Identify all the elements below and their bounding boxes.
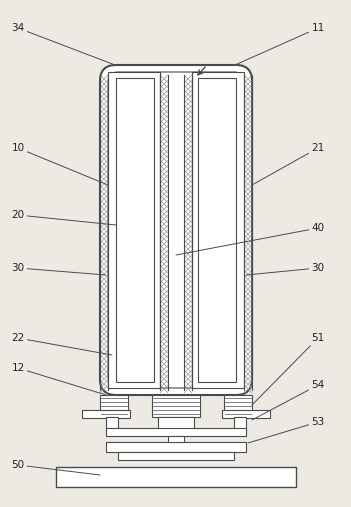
- Text: 30: 30: [246, 263, 325, 275]
- Bar: [106, 428, 246, 436]
- Text: 54: 54: [252, 380, 325, 420]
- Text: 22: 22: [11, 333, 112, 355]
- Bar: [234, 417, 246, 431]
- Bar: [158, 417, 194, 431]
- Bar: [56, 467, 296, 487]
- Text: 11: 11: [235, 23, 325, 65]
- Bar: [106, 442, 246, 452]
- Text: 21: 21: [252, 143, 325, 185]
- FancyBboxPatch shape: [100, 65, 252, 395]
- Text: 12: 12: [11, 363, 106, 395]
- Bar: [106, 417, 118, 431]
- Text: 10: 10: [12, 143, 108, 185]
- Bar: [222, 410, 270, 418]
- Bar: [224, 395, 252, 417]
- Text: 34: 34: [11, 23, 115, 65]
- Bar: [82, 410, 130, 418]
- Text: 50: 50: [12, 460, 100, 475]
- Text: 30: 30: [12, 263, 106, 275]
- Bar: [116, 78, 154, 382]
- Bar: [118, 452, 234, 460]
- Text: 51: 51: [252, 333, 325, 405]
- Text: 53: 53: [248, 417, 325, 443]
- Bar: [198, 78, 236, 382]
- Bar: [168, 436, 184, 442]
- Bar: [152, 395, 200, 417]
- Text: 40: 40: [176, 223, 325, 255]
- Bar: [100, 395, 128, 417]
- Bar: [192, 72, 244, 388]
- Bar: [108, 72, 160, 388]
- FancyBboxPatch shape: [108, 72, 244, 388]
- Text: 20: 20: [12, 210, 116, 225]
